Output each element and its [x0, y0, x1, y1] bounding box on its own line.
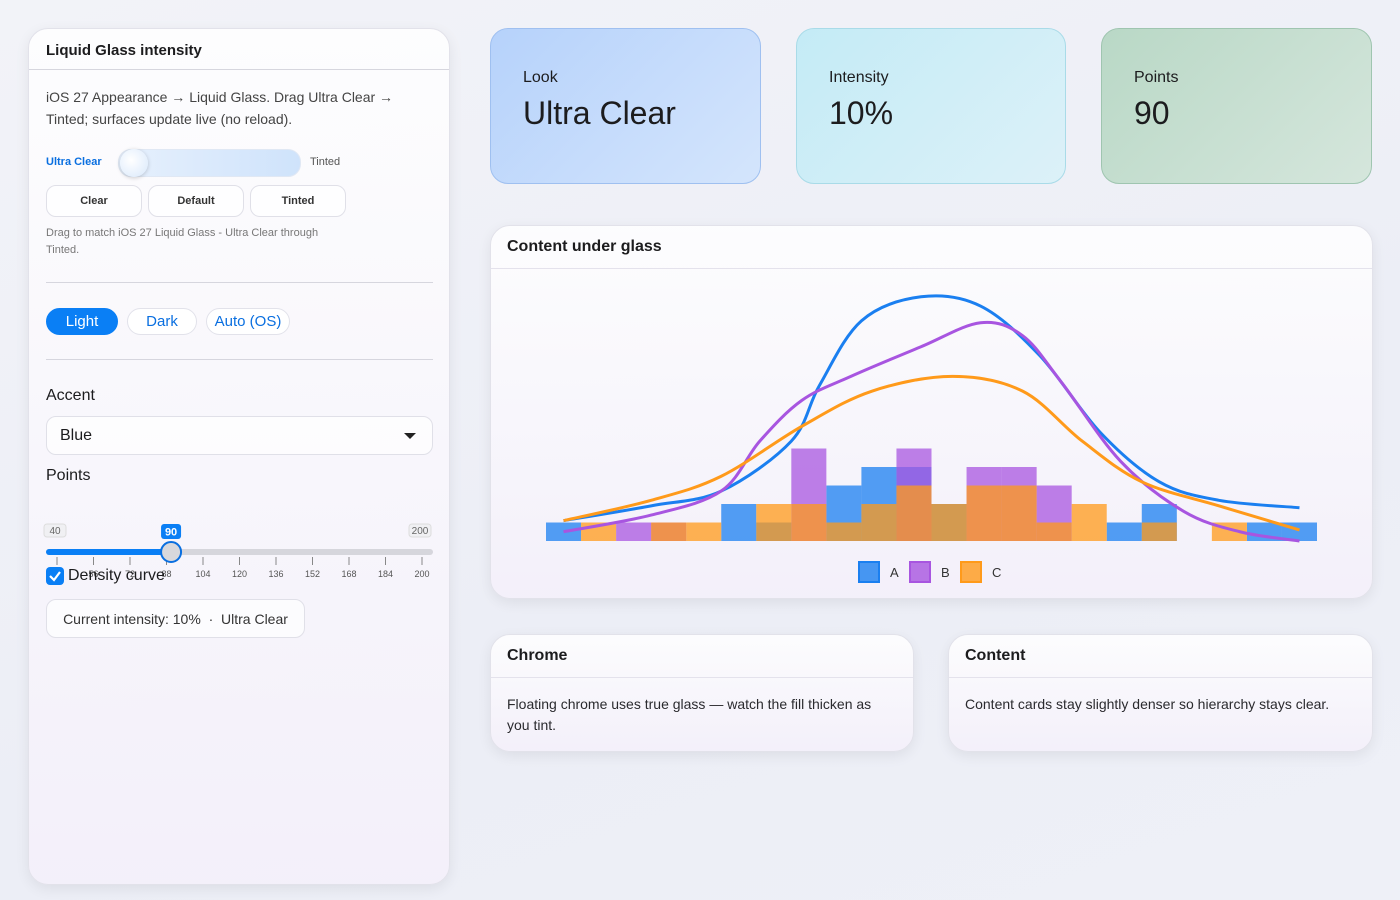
points-slider[interactable]: 405672881041201361521681842004020090: [29, 489, 449, 589]
range-label: 40: [49, 526, 61, 537]
tick-label: 152: [305, 569, 320, 579]
sidebar-title: Liquid Glass intensity: [46, 42, 202, 59]
accent-value: Blue: [60, 427, 93, 444]
card-text: Floating chrome uses true glass — watch …: [507, 696, 872, 733]
legend-label: A: [890, 565, 899, 580]
chart-card: Content under glass A B C: [490, 225, 1373, 599]
separator: [29, 69, 449, 70]
theme-button[interactable]: Auto (OS): [206, 308, 290, 335]
separator: [46, 359, 433, 360]
hint: Drag to match iOS 27 Liquid Glass - Ultr…: [46, 227, 319, 256]
stat-label: Points: [1134, 69, 1179, 86]
bar: [721, 504, 757, 541]
stat-card: Look Ultra Clear: [490, 28, 761, 184]
bar: [616, 522, 652, 541]
bar: [756, 504, 792, 541]
value-bubble: [161, 524, 182, 539]
info-card: Content Content cards stay slightly dens…: [948, 634, 1373, 752]
stat-value: 90: [1134, 95, 1170, 131]
stat-card: Intensity 10%: [796, 28, 1066, 184]
range-label: 200: [412, 526, 429, 537]
check-icon: [49, 571, 61, 582]
legend-swatch: [909, 561, 931, 583]
bar: [1001, 485, 1037, 541]
theme-button[interactable]: Dark: [127, 308, 197, 335]
tick-label: 72: [125, 569, 135, 579]
tick-label: 136: [268, 569, 283, 579]
bar: [1071, 504, 1107, 541]
bar: [686, 522, 722, 541]
tick-label: 56: [88, 569, 98, 579]
card-title: Content: [949, 635, 1372, 678]
caret: [404, 433, 416, 439]
description: iOS 27 Appearance → Liquid Glass. Drag U…: [46, 89, 394, 127]
checkbox[interactable]: [46, 567, 64, 585]
stat-label: Intensity: [829, 69, 889, 86]
chart-title: Content under glass: [491, 226, 1372, 269]
status: Current intensity: 10% · Ultra Clear: [46, 599, 305, 638]
bar: [896, 485, 932, 541]
bar: [546, 522, 582, 541]
stat-value: Ultra Clear: [523, 95, 676, 131]
tick-label: 120: [232, 569, 247, 579]
preset-button[interactable]: Tinted: [250, 185, 346, 217]
tick-label: 104: [195, 569, 210, 579]
separator: [46, 282, 433, 283]
tick-label: 184: [378, 569, 393, 579]
density-curve: [563, 320, 1300, 543]
stat-card: Points 90: [1101, 28, 1372, 184]
legend-swatch: [858, 561, 880, 583]
chart: A B C: [546, 294, 1317, 583]
stat-label: Look: [523, 69, 558, 86]
intensity-slider[interactable]: [118, 149, 301, 177]
bar: [931, 504, 967, 541]
bar: [826, 522, 862, 541]
value-label: 90: [165, 527, 177, 539]
track-fill: [46, 549, 172, 555]
range-badge: [408, 523, 432, 538]
info-card: Chrome Floating chrome uses true glass —…: [490, 634, 914, 752]
stat-value: 10%: [829, 95, 894, 131]
tick-label: 168: [341, 569, 356, 579]
bar: [1036, 522, 1072, 541]
accent-select[interactable]: Blue: [46, 416, 433, 455]
density-curve: [563, 374, 1300, 532]
card-title: Chrome: [491, 635, 913, 678]
preset-button[interactable]: Clear: [46, 185, 142, 217]
bar: [651, 522, 687, 541]
card-text: Content cards stay slightly denser so hi…: [965, 696, 1330, 712]
slider-thumb: [160, 541, 183, 563]
sidebar: Liquid Glass intensity iOS 27 Appearance…: [28, 28, 450, 885]
points-label: Points: [46, 467, 91, 484]
legend-label: C: [992, 565, 1001, 580]
tick-label: 200: [414, 569, 429, 579]
accent-label: Accent: [46, 387, 95, 404]
bar: [861, 504, 897, 541]
theme-button[interactable]: Light: [46, 308, 118, 335]
preset-button[interactable]: Default: [148, 185, 244, 217]
slider-min-label: Ultra Clear: [46, 156, 102, 168]
slider-thumb[interactable]: [120, 149, 148, 177]
density-label: Density curve: [68, 567, 165, 584]
tick-label: 88: [161, 569, 171, 579]
legend-swatch: [960, 561, 982, 583]
legend-label: B: [941, 565, 950, 580]
bar: [966, 485, 1002, 541]
range-badge: [43, 523, 67, 538]
bar: [1141, 522, 1177, 541]
bar: [791, 504, 827, 541]
bar: [1106, 522, 1142, 541]
slider-max-label: Tinted: [310, 156, 341, 168]
